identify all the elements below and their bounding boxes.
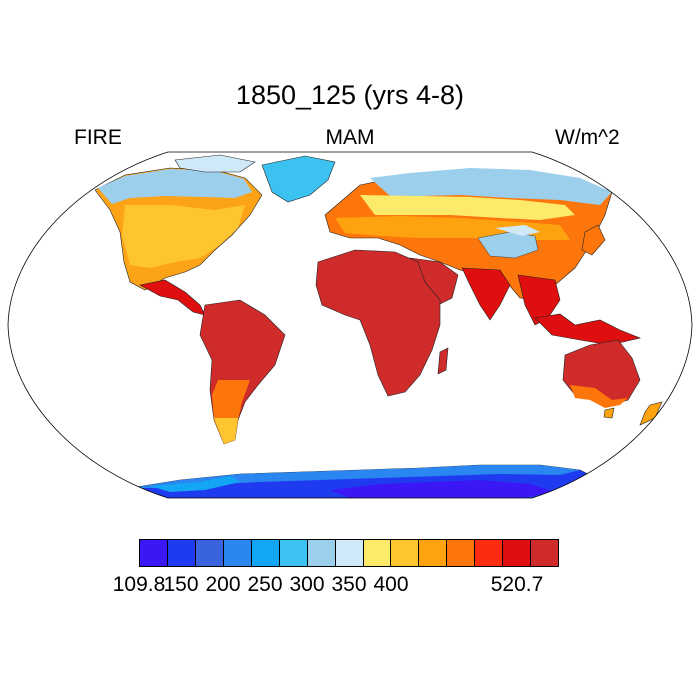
map-boundary [7, 151, 693, 499]
tasmania [603, 407, 615, 419]
madagascar [437, 347, 449, 375]
north-america-temperate [122, 205, 245, 268]
greenland [261, 155, 336, 203]
south-america-landmass [199, 299, 286, 445]
colorbar-label: 250 [247, 573, 283, 596]
colorbar-box-13 [503, 540, 532, 566]
units-label: W/m^2 [555, 126, 620, 149]
northern-russia-band [360, 195, 575, 220]
colorbar-label: 109.8 [112, 573, 166, 596]
colorbar-box-0 [140, 540, 168, 566]
colorbar-box-12 [475, 540, 504, 566]
colorbar [139, 539, 559, 567]
colorbar-label: 300 [289, 573, 325, 596]
colorbar-box-5 [279, 540, 308, 566]
colorbar-box-4 [251, 540, 280, 566]
colorbar-label: 520.7 [490, 573, 544, 596]
colorbar-label: 150 [163, 573, 199, 596]
mongolia [495, 225, 540, 236]
colorbar-box-2 [195, 540, 224, 566]
colorbar-box-3 [223, 540, 252, 566]
colorbar-box-11 [447, 540, 476, 566]
colorbar-box-10 [419, 540, 448, 566]
antarctic-peninsula [150, 476, 240, 492]
colorbar-labels: 109.8 150 200 250 300 350 400 520.7 [0, 573, 700, 603]
colorbar-box-7 [335, 540, 364, 566]
colorbar-label: 400 [373, 573, 409, 596]
india [461, 267, 511, 321]
antarctica-coast-band [130, 465, 580, 488]
indonesia [534, 313, 641, 346]
colorbar-box-14 [531, 540, 559, 566]
new-zealand [639, 401, 663, 426]
central-america [139, 279, 206, 316]
east-antarctica-plateau [330, 480, 555, 498]
north-america-arctic-band [98, 169, 252, 204]
africa-landmass [315, 249, 441, 397]
siberia-band [370, 168, 612, 205]
south-australia-band [570, 385, 628, 408]
canadian-arctic-islands [174, 154, 256, 173]
japan [581, 224, 606, 256]
colorbar-label: 200 [205, 573, 241, 596]
colorbar-box-1 [167, 540, 196, 566]
patagonia [214, 418, 238, 444]
colorbar-label: 350 [331, 573, 367, 596]
season-label: MAM [325, 126, 375, 149]
variable-label: FIRE [74, 126, 122, 149]
colorbar-box-9 [391, 540, 420, 566]
colorbar-box-8 [363, 540, 392, 566]
plot-title: 1850_125 (yrs 4-8) [235, 80, 465, 110]
colorbar-box-6 [307, 540, 336, 566]
